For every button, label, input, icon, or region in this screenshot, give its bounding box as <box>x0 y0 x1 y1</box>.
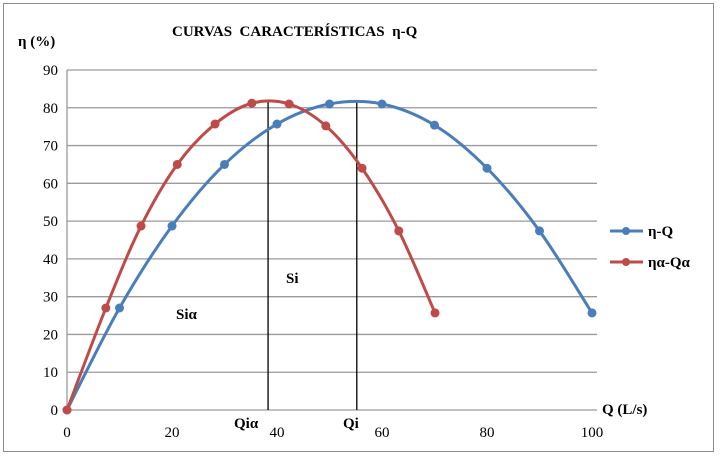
x-tick-label: 100 <box>581 425 604 441</box>
data-point-marker[interactable] <box>394 226 404 236</box>
si-label: Si <box>286 271 299 287</box>
data-point-marker[interactable] <box>587 308 597 318</box>
y-tick-label: 20 <box>43 327 58 343</box>
legend: η-Q ηα-Qα <box>610 224 691 271</box>
series-eta-q <box>62 99 597 415</box>
data-point-marker[interactable] <box>167 221 177 231</box>
data-point-marker[interactable] <box>377 99 387 109</box>
data-point-marker[interactable] <box>482 163 492 173</box>
legend-marker-blue-icon <box>622 227 630 235</box>
y-tick-label: 90 <box>43 63 58 79</box>
x-axis-title: Q (L/s) <box>602 402 647 418</box>
x-tick-label: 20 <box>165 425 180 441</box>
qi-alpha-label: Qiα <box>234 416 259 432</box>
gridlines <box>66 69 597 411</box>
data-point-marker[interactable] <box>210 119 220 129</box>
data-point-marker[interactable] <box>284 99 294 109</box>
data-point-marker[interactable] <box>357 163 367 173</box>
series-eta-alpha-q-alpha <box>62 98 440 415</box>
y-tick-label: 80 <box>43 101 58 117</box>
data-point-marker[interactable] <box>247 98 257 108</box>
series-line <box>65 99 594 411</box>
data-point-marker[interactable] <box>62 405 72 415</box>
data-point-marker[interactable] <box>430 120 439 130</box>
data-point-marker[interactable] <box>115 303 124 313</box>
y-tick-label: 50 <box>43 214 58 230</box>
y-tick-label: 40 <box>43 252 58 268</box>
x-tick-label: 0 <box>63 425 71 441</box>
legend-marker-red-icon <box>622 258 630 266</box>
x-tick-label: 40 <box>270 425 285 441</box>
data-point-marker[interactable] <box>272 119 282 129</box>
data-point-marker[interactable] <box>430 308 440 318</box>
data-point-marker[interactable] <box>136 221 146 231</box>
x-tick-label: 80 <box>480 425 495 441</box>
data-point-marker[interactable] <box>172 159 182 169</box>
legend-item-eta-alpha-q-alpha[interactable]: ηα-Qα <box>610 255 691 271</box>
data-point-marker[interactable] <box>321 121 331 131</box>
y-tick-label: 10 <box>43 365 58 381</box>
y-axis-title: η (%) <box>18 34 55 50</box>
qi-label: Qi <box>343 416 359 432</box>
data-point-marker[interactable] <box>325 99 334 109</box>
data-point-marker[interactable] <box>535 226 544 236</box>
chart-frame <box>3 3 714 452</box>
data-point-marker[interactable] <box>101 303 111 313</box>
legend-item-eta-q[interactable]: η-Q <box>610 224 674 240</box>
legend-label: η-Q <box>648 224 674 240</box>
chart-title: CURVAS CARACTERÍSTICAS η-Q <box>172 23 418 40</box>
x-tick-label: 60 <box>375 425 390 441</box>
y-tick-label: 60 <box>43 176 58 192</box>
data-point-marker[interactable] <box>220 159 229 169</box>
x-axis-ticks: 0 20 40 60 80 100 <box>63 425 603 441</box>
series-line <box>65 99 437 411</box>
y-axis-ticks: 0 10 20 30 40 50 60 70 80 90 <box>43 63 58 419</box>
data-series <box>62 98 597 415</box>
legend-label: ηα-Qα <box>648 255 691 271</box>
y-tick-label: 30 <box>43 290 58 306</box>
y-tick-label: 0 <box>51 403 59 419</box>
si-alpha-label: Siα <box>176 307 198 323</box>
y-tick-label: 70 <box>43 139 58 155</box>
